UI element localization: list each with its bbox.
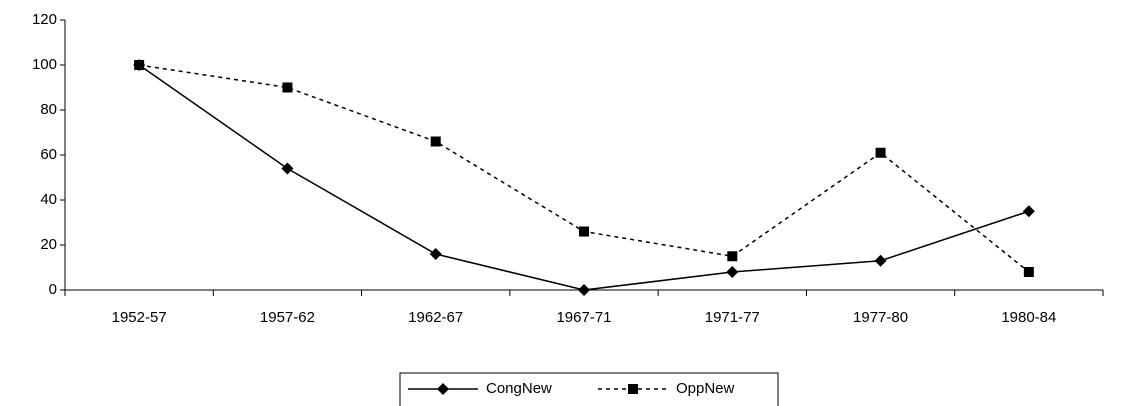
- marker: [437, 383, 449, 395]
- y-tick-label: 80: [40, 101, 57, 118]
- y-tick-label: 100: [32, 56, 57, 73]
- y-tick-label: 0: [49, 281, 57, 298]
- y-tick-label: 20: [40, 236, 57, 253]
- y-tick-label: 60: [40, 146, 57, 163]
- marker: [874, 254, 887, 267]
- marker: [579, 226, 589, 237]
- legend-label: CongNew: [486, 380, 552, 397]
- x-tick-label: 1957-62: [260, 309, 315, 326]
- x-tick-label: 1980-84: [1001, 309, 1056, 326]
- x-tick-label: 1952-57: [112, 309, 167, 326]
- marker: [429, 248, 442, 260]
- series-line: [139, 64, 1030, 273]
- marker: [282, 82, 293, 93]
- x-tick-label: 1962-67: [408, 309, 463, 326]
- y-tick-label: 120: [32, 11, 57, 28]
- legend-label: OppNew: [676, 380, 735, 397]
- legend-box: [399, 372, 779, 406]
- y-tick-label: 40: [40, 191, 57, 208]
- marker: [875, 147, 886, 158]
- marker: [1023, 267, 1034, 277]
- marker: [628, 384, 638, 394]
- marker: [134, 60, 145, 70]
- marker: [1022, 205, 1035, 218]
- marker: [726, 266, 739, 278]
- marker: [430, 136, 441, 147]
- marker: [727, 251, 738, 262]
- series-line: [138, 64, 1030, 291]
- x-tick-label: 1967-71: [556, 309, 611, 326]
- marker: [281, 162, 294, 175]
- x-tick-label: 1977-80: [853, 309, 908, 326]
- x-tick-label: 1971-77: [705, 309, 760, 326]
- marker: [578, 284, 590, 296]
